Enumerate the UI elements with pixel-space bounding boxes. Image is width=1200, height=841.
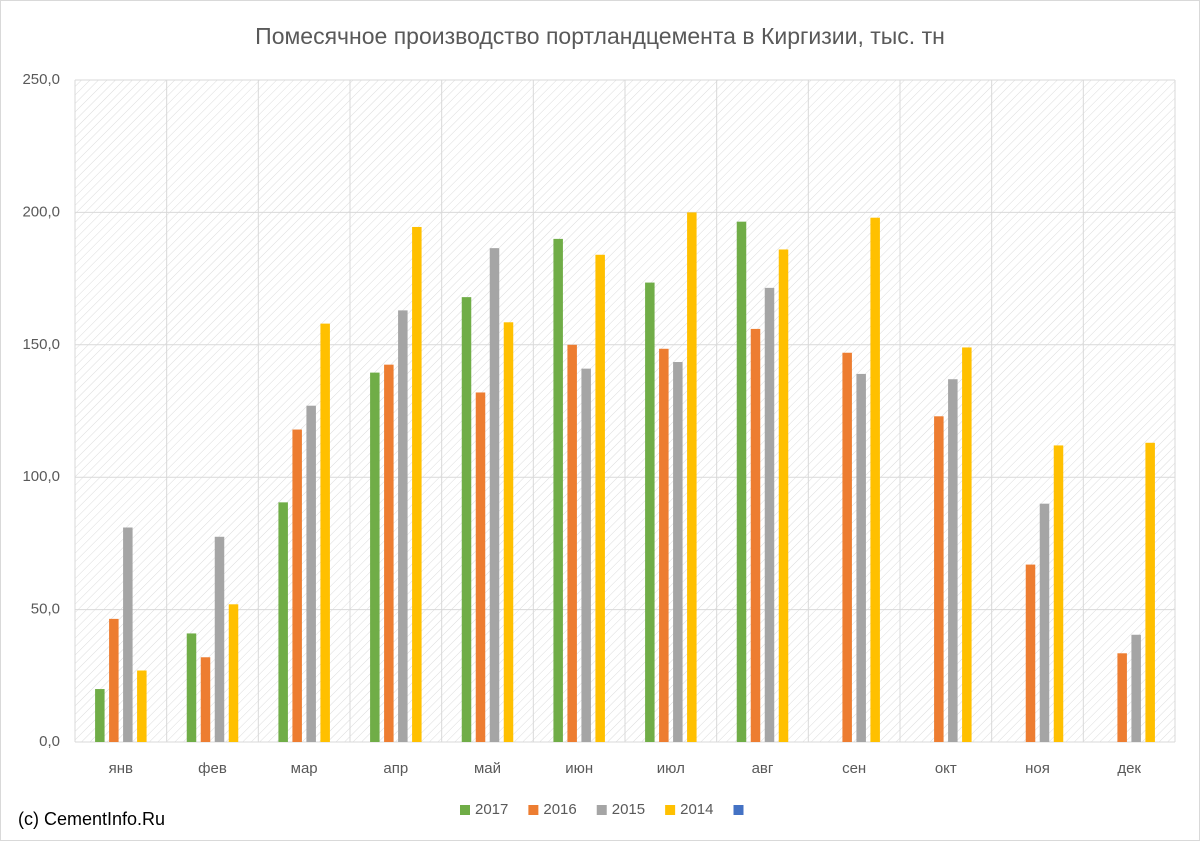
bar: [934, 416, 944, 742]
bar: [370, 372, 380, 742]
bar: [109, 618, 119, 742]
chart-title: Помесячное производство портландцемента …: [255, 23, 945, 49]
bar: [948, 379, 958, 742]
bar: [778, 249, 789, 743]
legend-label: 2017: [475, 801, 508, 818]
legend-swatch: [733, 805, 744, 815]
bar: [461, 297, 472, 742]
bar: [489, 248, 500, 742]
y-tick-label: 200,0: [22, 203, 60, 220]
bar: [1117, 653, 1127, 742]
bar: [320, 323, 330, 742]
source-note: (c) CementInfo.Ru: [18, 809, 165, 829]
bar: [1145, 442, 1155, 742]
y-tick-label: 0,0: [39, 733, 60, 750]
x-tick-label: сен: [842, 760, 866, 777]
x-tick-label: июн: [565, 760, 593, 777]
y-tick-label: 50,0: [31, 601, 60, 618]
bar: [278, 502, 288, 742]
bar: [581, 368, 591, 742]
bar: [123, 527, 133, 742]
bar: [1131, 634, 1141, 742]
bar: [736, 221, 747, 743]
bar: [95, 689, 105, 742]
bar: [228, 604, 239, 742]
bar: [475, 392, 486, 742]
bar: [764, 287, 775, 742]
y-tick-label: 150,0: [22, 336, 60, 353]
bar: [398, 310, 408, 742]
y-tick-label: 250,0: [22, 71, 60, 88]
x-tick-label: окт: [935, 760, 957, 777]
bar: [870, 217, 880, 743]
bar: [1053, 445, 1064, 742]
bar: [412, 226, 422, 743]
y-tick-label: 100,0: [22, 468, 60, 485]
bar: [659, 348, 669, 742]
bar: [137, 670, 147, 742]
bar: [200, 657, 211, 742]
legend-swatch: [460, 805, 470, 815]
bar: [962, 347, 972, 742]
bar: [214, 536, 225, 742]
bar: [842, 352, 852, 742]
bar: [567, 344, 577, 742]
bar: [645, 282, 655, 742]
x-tick-label: май: [474, 760, 501, 777]
x-tick-label: апр: [383, 760, 408, 777]
legend-label: 2015: [612, 801, 645, 818]
x-tick-label: июл: [657, 760, 685, 777]
bar: [553, 238, 563, 742]
bar: [687, 212, 697, 742]
x-tick-label: мар: [291, 760, 318, 777]
bar: [1025, 564, 1036, 742]
legend-swatch: [665, 805, 676, 815]
x-tick-label: дек: [1117, 760, 1141, 777]
x-tick-label: фев: [198, 760, 227, 777]
bar: [292, 429, 302, 742]
x-tick-label: авг: [752, 760, 774, 777]
legend-label: 2016: [543, 801, 576, 818]
bar: [750, 328, 761, 742]
x-tick-label: ноя: [1025, 760, 1050, 777]
bar: [856, 373, 866, 742]
bar: [673, 362, 683, 742]
bar: [384, 364, 394, 742]
bar: [306, 405, 316, 742]
bar: [1039, 503, 1050, 742]
bar: [503, 322, 514, 742]
legend-label: 2014: [680, 801, 713, 818]
bar: [186, 633, 197, 742]
legend-swatch: [528, 805, 539, 815]
x-tick-label: янв: [109, 760, 133, 777]
legend-swatch: [596, 805, 607, 815]
bar: [595, 254, 605, 742]
